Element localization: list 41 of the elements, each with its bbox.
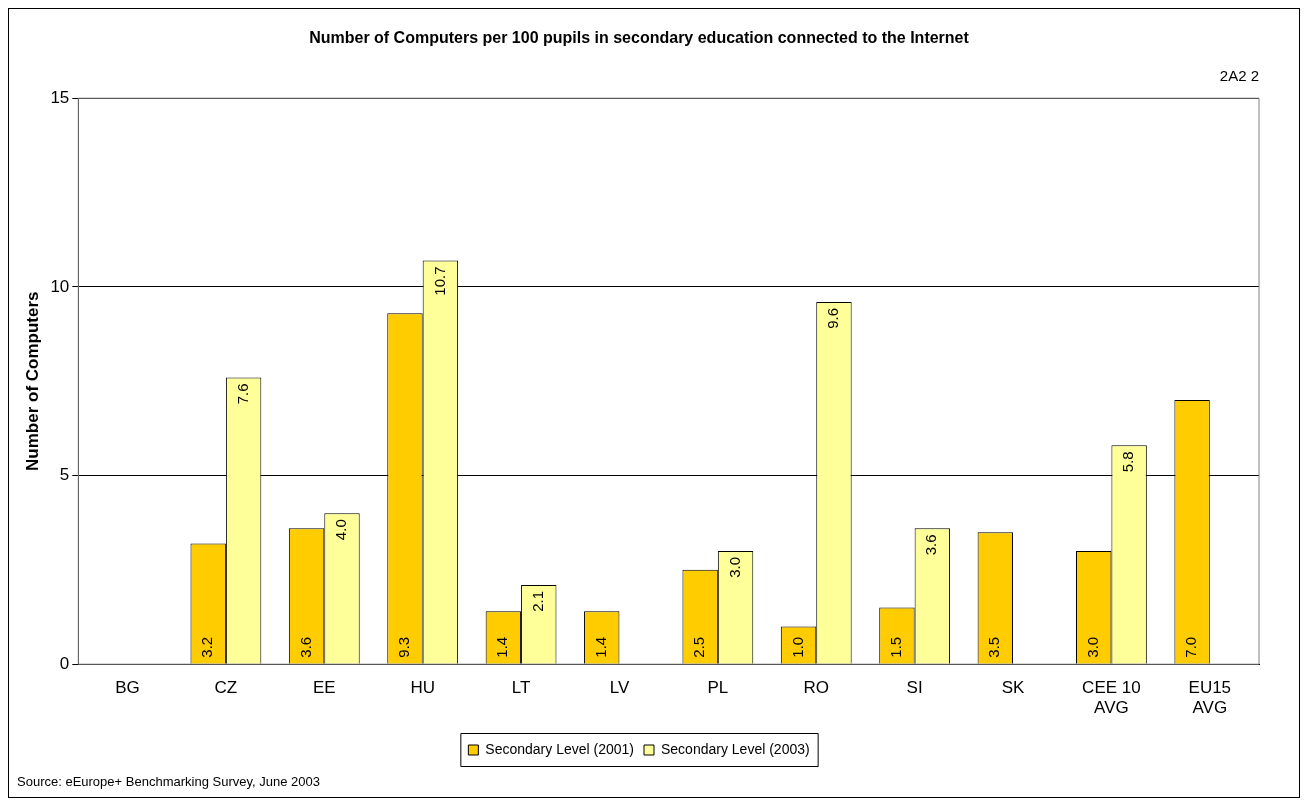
x-tick-label: SI xyxy=(906,678,923,698)
y-tick-label: 15 xyxy=(50,87,70,107)
data-label: 1.4 xyxy=(591,636,609,658)
data-label: 2.1 xyxy=(528,590,546,612)
data-label: 3.2 xyxy=(198,636,216,658)
legend-label: Secondary Level (2003) xyxy=(661,740,810,757)
source-note: Source: eEurope+ Benchmarking Survey, June 2003 xyxy=(17,774,320,789)
x-tick-label: HU xyxy=(410,678,435,698)
data-label: 3.0 xyxy=(1083,636,1101,658)
x-tick-label: CEE 10 AVG xyxy=(1082,678,1141,718)
x-tick-label: BG xyxy=(115,678,140,698)
data-label: 1.5 xyxy=(887,636,905,658)
y-axis-title: Number of Computers xyxy=(22,291,42,471)
chart-title: Number of Computers per 100 pupils in secondary education connected to the Internet xyxy=(309,29,970,47)
x-tick-label: CZ xyxy=(214,678,238,698)
x-tick-label: PL xyxy=(707,678,729,698)
data-label: 1.4 xyxy=(493,636,511,658)
data-label: 3.6 xyxy=(922,534,940,556)
y-tick-label: 5 xyxy=(59,465,70,485)
y-tick-label: 10 xyxy=(50,276,70,296)
data-label: 9.3 xyxy=(395,636,413,658)
x-tick-label: RO xyxy=(803,678,829,698)
data-label: 10.7 xyxy=(430,266,448,296)
text: 2A2 2 xyxy=(1219,67,1259,84)
x-tick-label: EE xyxy=(312,678,336,698)
data-label: 9.6 xyxy=(824,307,842,329)
data-label: 7.0 xyxy=(1182,636,1200,658)
x-tick-label: LV xyxy=(609,678,630,698)
data-label: 5.8 xyxy=(1119,451,1137,473)
x-tick-label: LT xyxy=(511,678,531,698)
x-tick-label: EU15 AVG xyxy=(1188,678,1232,718)
y-tick-label: 0 xyxy=(59,653,70,673)
data-label: 1.0 xyxy=(788,636,806,658)
data-label: 2.5 xyxy=(690,636,708,658)
data-label: 7.6 xyxy=(233,383,251,405)
data-label: 3.6 xyxy=(296,636,314,658)
data-label: 3.5 xyxy=(985,636,1003,658)
data-label: 4.0 xyxy=(332,519,350,541)
legend-label: Secondary Level (2001) xyxy=(485,740,635,757)
x-tick-label: SK xyxy=(1001,678,1026,698)
data-label: 3.0 xyxy=(725,557,743,578)
